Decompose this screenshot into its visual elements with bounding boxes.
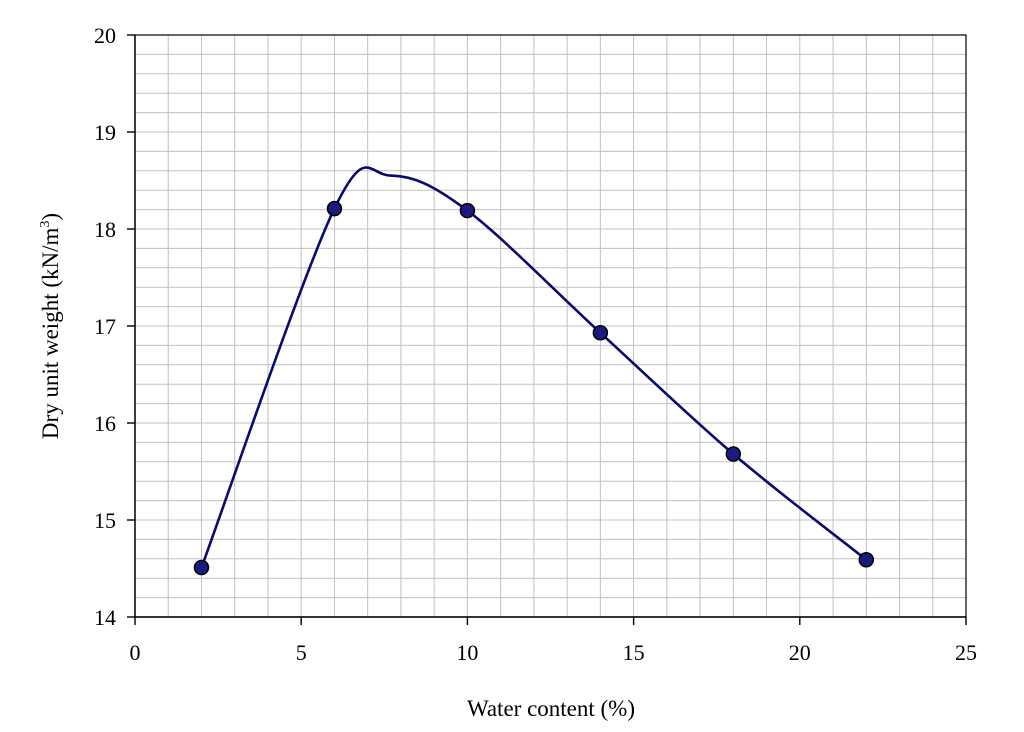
x-tick-label: 25 bbox=[955, 640, 977, 665]
y-tick-label: 15 bbox=[94, 508, 116, 533]
data-points bbox=[193, 200, 875, 576]
y-axis-label: Dry unit weight (kN/m3) bbox=[38, 213, 63, 439]
grid-lines bbox=[135, 35, 966, 617]
data-point bbox=[592, 325, 609, 341]
data-point bbox=[725, 446, 742, 462]
x-tick-label: 5 bbox=[296, 640, 307, 665]
x-tick-label: 10 bbox=[456, 640, 478, 665]
x-tick-label: 20 bbox=[789, 640, 811, 665]
y-axis-label-superscript: 3 bbox=[38, 221, 53, 228]
y-tick-label: 14 bbox=[94, 605, 116, 630]
y-tick-label: 18 bbox=[94, 217, 116, 242]
y-tick-label: 17 bbox=[94, 314, 116, 339]
y-tick-label: 16 bbox=[94, 411, 116, 436]
y-tick-labels: 14 15 16 17 18 19 20 bbox=[94, 23, 116, 630]
data-point bbox=[858, 552, 875, 568]
y-tick-label: 19 bbox=[94, 120, 116, 145]
data-point bbox=[193, 559, 210, 576]
x-axis-label: Water content (%) bbox=[467, 696, 635, 721]
data-point bbox=[326, 200, 343, 217]
axes bbox=[127, 34, 967, 625]
y-tick-label: 20 bbox=[94, 23, 116, 48]
y-axis-label-main: Dry unit weight (kN/m bbox=[38, 228, 63, 440]
x-tick-label: 0 bbox=[130, 640, 141, 665]
y-axis-label-suffix: ) bbox=[38, 213, 63, 221]
data-point bbox=[459, 202, 476, 219]
x-tick-labels: 0 5 10 15 20 25 bbox=[130, 640, 978, 665]
x-tick-label: 15 bbox=[623, 640, 645, 665]
